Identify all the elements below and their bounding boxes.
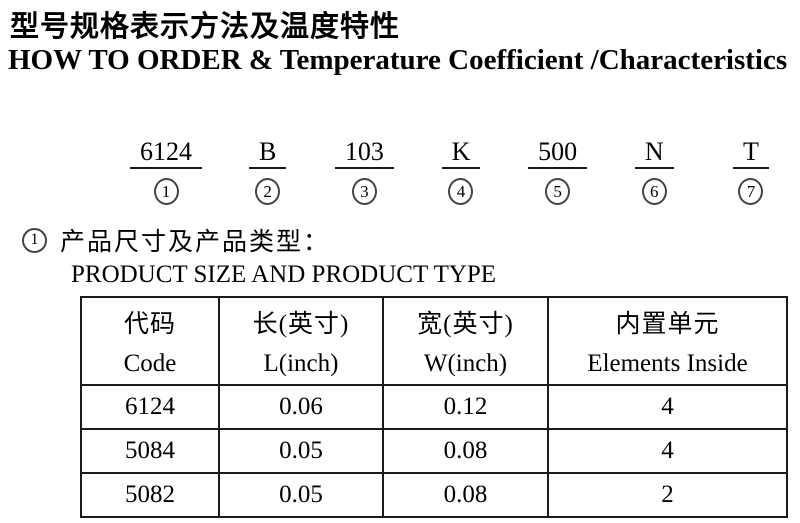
- section-1-label-zh: 产品尺寸及产品类型：: [60, 229, 331, 256]
- order-code-value: 500: [528, 137, 588, 170]
- order-code-segment-1: 6124 1: [130, 137, 202, 206]
- order-code-value: B: [248, 137, 287, 170]
- col-header-width: 宽(英寸) W(inch): [382, 296, 549, 386]
- circled-number-icon: 2: [255, 178, 281, 206]
- order-code-value: 6124: [130, 137, 202, 170]
- order-code-value: N: [634, 137, 674, 170]
- order-code-segment-5: 500 5: [527, 137, 589, 206]
- circled-number-label: 7: [746, 182, 756, 202]
- col-header-length-en: L(inch): [263, 350, 339, 377]
- cell-code: 6124: [80, 384, 220, 430]
- circled-number-label: 2: [263, 182, 272, 202]
- section-1-label-en: PRODUCT SIZE AND PRODUCT TYPE: [71, 261, 497, 288]
- col-header-width-zh: 宽(英寸): [417, 311, 514, 338]
- cell-length: 0.05: [218, 428, 384, 474]
- cell-length: 0.05: [218, 472, 384, 518]
- col-header-elements: 内置单元 Elements Inside: [547, 296, 788, 386]
- section-1-heading: 1 产品尺寸及产品类型：: [22, 222, 330, 258]
- col-header-elements-en: Elements Inside: [587, 350, 748, 377]
- order-code-segment-4: K 4: [430, 137, 492, 206]
- col-header-elements-zh: 内置单元: [615, 311, 720, 338]
- circled-number-label: 3: [360, 182, 369, 202]
- col-header-code-zh: 代码: [123, 311, 176, 338]
- table-row: 5082 0.05 0.08 2: [80, 472, 788, 518]
- product-size-table: 代码 Code 长(英寸) L(inch) 宽(英寸) W(inch) 内置单元 Ele…: [80, 296, 788, 518]
- table-row: 5084 0.05 0.08 4: [80, 428, 788, 474]
- order-code-value: T: [732, 137, 769, 170]
- page-title-en: HOW TO ORDER & Temperature Coefficient /…: [8, 44, 788, 76]
- circled-number-icon: 1: [22, 227, 47, 253]
- cell-code: 5084: [80, 428, 220, 474]
- cell-code: 5082: [80, 472, 220, 518]
- circled-number-icon: 4: [448, 178, 474, 206]
- col-header-code-en: Code: [123, 350, 177, 377]
- circled-number-icon: 7: [738, 178, 764, 206]
- order-code-segment-6: N 6: [623, 137, 685, 206]
- col-header-length: 长(英寸) L(inch): [218, 296, 384, 386]
- cell-elements: 4: [547, 384, 788, 430]
- circled-number-label: 4: [456, 182, 466, 202]
- order-code-segment-2: B 2: [237, 137, 299, 206]
- col-header-code: 代码 Code: [80, 296, 220, 386]
- circled-number-icon: 5: [545, 178, 571, 206]
- order-code-value: K: [441, 137, 481, 170]
- circled-number-icon: 6: [641, 178, 667, 206]
- table-header-row: 代码 Code 长(英寸) L(inch) 宽(英寸) W(inch) 内置单元 Ele…: [80, 296, 788, 386]
- cell-elements: 4: [547, 428, 788, 474]
- order-code-segment-3: 103 3: [333, 137, 395, 206]
- circled-number-label: 1: [30, 231, 39, 248]
- col-header-length-zh: 长(英寸): [252, 311, 350, 338]
- circled-number-icon: 1: [153, 178, 179, 206]
- cell-width: 0.12: [382, 384, 549, 430]
- cell-elements: 2: [547, 472, 788, 518]
- circled-number-label: 1: [161, 182, 171, 202]
- page-title-zh: 型号规格表示方法及温度特性: [10, 11, 401, 43]
- circled-number-label: 6: [650, 182, 659, 202]
- cell-width: 0.08: [382, 428, 549, 474]
- circled-number-label: 5: [553, 182, 562, 202]
- cell-width: 0.08: [382, 472, 549, 518]
- order-code-segment-7: T 7: [720, 137, 782, 206]
- circled-number-icon: 3: [351, 178, 377, 206]
- order-code-row: 6124 1 B 2 103 3 K 4 500 5 N 6 T 7: [130, 137, 782, 206]
- col-header-width-en: W(inch): [423, 350, 508, 377]
- order-code-value: 103: [334, 137, 394, 170]
- table-row: 6124 0.06 0.12 4: [80, 384, 788, 430]
- cell-length: 0.06: [218, 384, 384, 430]
